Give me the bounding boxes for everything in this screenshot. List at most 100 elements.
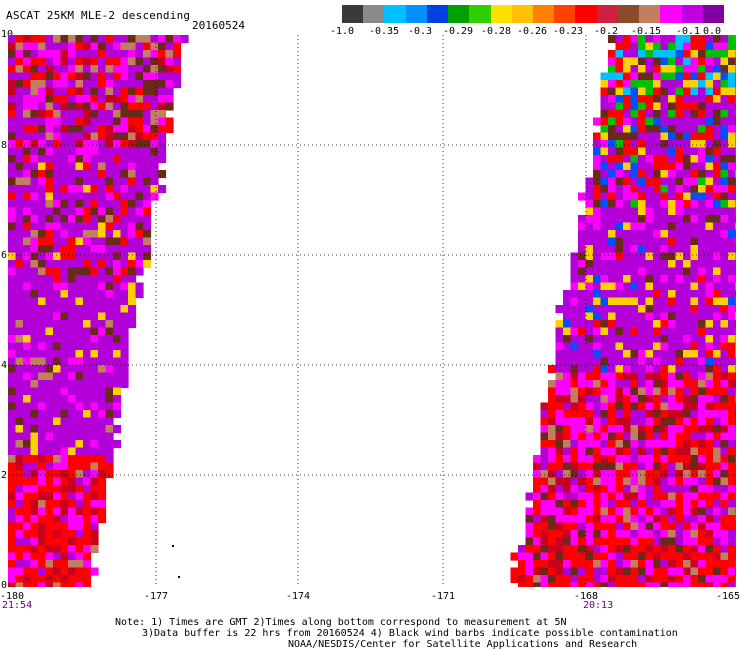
- wind-cell: [720, 372, 729, 381]
- wind-cell: [23, 72, 32, 81]
- wind-cell: [698, 425, 707, 434]
- wind-cell: [615, 387, 624, 396]
- wind-cell: [720, 432, 729, 441]
- wind-cell: [105, 170, 114, 179]
- wind-cell: [660, 380, 669, 389]
- wind-cell: [615, 290, 624, 299]
- wind-cell: [728, 507, 736, 516]
- wind-cell: [698, 357, 707, 366]
- wind-cell: [630, 102, 639, 111]
- wind-cell: [675, 260, 684, 269]
- wind-cell: [728, 425, 736, 434]
- wind-cell: [615, 312, 624, 321]
- wind-cell: [135, 125, 144, 134]
- wind-cell: [690, 417, 699, 426]
- wind-cell: [570, 282, 579, 291]
- wind-cell: [593, 230, 602, 239]
- wind-cell: [630, 42, 639, 51]
- wind-cell: [68, 155, 77, 164]
- wind-cell: [53, 252, 62, 261]
- wind-cell: [660, 470, 669, 479]
- wind-cell: [90, 305, 99, 314]
- wind-cell: [83, 327, 92, 336]
- wind-cell: [615, 447, 624, 456]
- wind-cell: [645, 447, 654, 456]
- wind-cell: [53, 65, 62, 74]
- wind-cell: [180, 35, 189, 44]
- wind-cell: [668, 140, 677, 149]
- wind-cell: [53, 320, 62, 329]
- wind-cell: [585, 402, 594, 411]
- wind-cell: [15, 245, 24, 254]
- wind-cell: [8, 350, 17, 359]
- wind-cell: [60, 507, 69, 516]
- wind-cell: [623, 492, 632, 501]
- wind-cell: [608, 455, 617, 464]
- wind-cell: [68, 320, 77, 329]
- wind-cell: [578, 365, 587, 374]
- wind-cell: [645, 65, 654, 74]
- wind-cell: [525, 515, 534, 524]
- wind-cell: [713, 560, 722, 569]
- wind-cell: [720, 230, 729, 239]
- wind-cell: [713, 515, 722, 524]
- wind-cell: [533, 582, 542, 587]
- wind-cell: [728, 380, 736, 389]
- wind-cell: [15, 477, 24, 486]
- wind-cell: [585, 335, 594, 344]
- wind-cell: [623, 155, 632, 164]
- wind-cell: [728, 327, 736, 336]
- wind-cell: [705, 297, 714, 306]
- wind-cell: [45, 500, 54, 509]
- wind-cell: [735, 492, 736, 501]
- wind-cell: [563, 515, 572, 524]
- wind-cell: [623, 327, 632, 336]
- wind-cell: [653, 417, 662, 426]
- wind-cell: [533, 507, 542, 516]
- wind-cell: [38, 470, 47, 479]
- wind-cell: [638, 57, 647, 66]
- wind-cell: [668, 327, 677, 336]
- wind-cell: [8, 552, 17, 561]
- wind-cell: [705, 357, 714, 366]
- wind-cell: [615, 155, 624, 164]
- wind-cell: [645, 297, 654, 306]
- wind-cell: [8, 207, 17, 216]
- wind-cell: [555, 515, 564, 524]
- wind-cell: [113, 260, 122, 269]
- wind-cell: [608, 402, 617, 411]
- wind-cell: [735, 42, 736, 51]
- wind-cell: [728, 80, 736, 89]
- wind-cell: [113, 132, 122, 141]
- wind-cell: [53, 230, 62, 239]
- wind-cell: [38, 282, 47, 291]
- wind-cell: [593, 432, 602, 441]
- wind-cell: [120, 147, 129, 156]
- wind-cell: [75, 132, 84, 141]
- wind-cell: [698, 87, 707, 96]
- wind-cell: [128, 65, 137, 74]
- wind-cell: [98, 95, 107, 104]
- wind-cell: [735, 417, 736, 426]
- wind-cell: [630, 147, 639, 156]
- wind-cell: [83, 485, 92, 494]
- wind-cell: [713, 147, 722, 156]
- wind-cell: [23, 552, 32, 561]
- wind-cell: [105, 447, 114, 456]
- wind-cell: [705, 312, 714, 321]
- wind-cell: [630, 162, 639, 171]
- wind-cell: [645, 485, 654, 494]
- wind-cell: [638, 282, 647, 291]
- wind-cell: [53, 170, 62, 179]
- wind-cell: [150, 125, 159, 134]
- wind-cell: [593, 372, 602, 381]
- wind-cell: [60, 207, 69, 216]
- wind-cell: [150, 140, 159, 149]
- wind-cell: [113, 155, 122, 164]
- wind-cell: [690, 132, 699, 141]
- wind-cell: [120, 42, 129, 51]
- wind-cell: [698, 507, 707, 516]
- wind-cell: [555, 395, 564, 404]
- wind-cell: [83, 402, 92, 411]
- wind-cell: [15, 222, 24, 231]
